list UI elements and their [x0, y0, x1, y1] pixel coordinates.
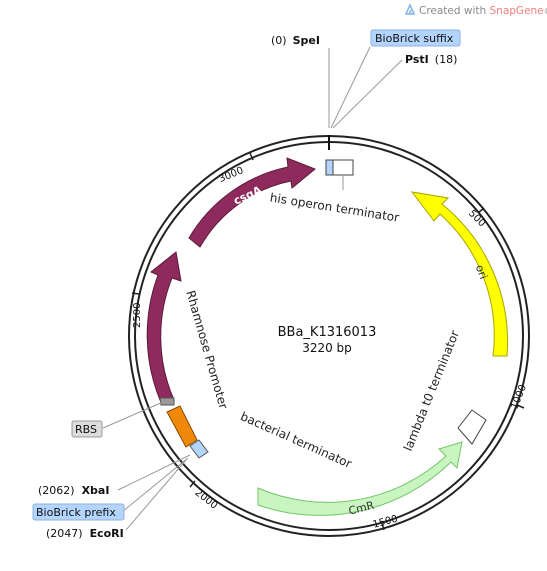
- site-xba-pos: (2062): [38, 484, 75, 497]
- site-eco-name: EcoRI: [90, 527, 124, 540]
- tick-label-2500: 2500: [132, 303, 143, 328]
- feature-label-ori: ori: [473, 263, 490, 281]
- watermark-brand: SnapGene: [490, 5, 544, 17]
- feature-label-CmR: CmR: [347, 499, 376, 518]
- site-pst-pos: (18): [435, 53, 458, 66]
- label-rhamnose-promoter: Rhamnose Promoter: [183, 289, 230, 411]
- rbs-text: RBS: [75, 423, 97, 436]
- biobrick-suffix-tag[interactable]: BioBrick suffix: [370, 29, 461, 47]
- feature-rbs[interactable]: [159, 397, 175, 406]
- biobrick-suffix-text: BioBrick suffix: [375, 32, 454, 45]
- plasmid-length: 3220 bp: [302, 341, 352, 355]
- plasmid-name: BBa_K1316013: [278, 325, 377, 340]
- watermark-prefix: Created with: [419, 5, 490, 17]
- feature-ori[interactable]: [410, 191, 509, 357]
- site-xba-name: XbaI: [82, 484, 110, 497]
- biobrick-prefix-text: BioBrick prefix: [36, 506, 116, 519]
- tick-label-2000: 2000: [193, 487, 220, 511]
- feature-top-white-box[interactable]: [332, 159, 354, 176]
- feature-label-csgB: csgB: [161, 310, 179, 341]
- site-spe-pos: (0): [271, 34, 287, 47]
- site-spe-name: SpeI: [293, 34, 320, 47]
- biobrick-prefix-tag[interactable]: BioBrick prefix: [32, 503, 125, 521]
- feature-CmR[interactable]: [257, 441, 463, 516]
- feature-orange-promoter[interactable]: [166, 405, 198, 448]
- feature-csgA[interactable]: [188, 157, 316, 248]
- snapgene-logo-icon: [404, 3, 416, 15]
- feature-prefix-box[interactable]: [189, 439, 209, 459]
- watermark-suffix: ®: [544, 7, 547, 16]
- label-bacterial-terminator: bacterial terminator: [238, 409, 354, 471]
- site-pst[interactable]: PstI (18): [405, 53, 457, 66]
- label-his-operon-terminator: his operon terminator: [269, 190, 400, 224]
- svg-text:Created with SnapGene®: Created with SnapGene®: [419, 5, 547, 17]
- tick-marks: [131, 152, 525, 531]
- site-pst-name: PstI: [405, 53, 429, 66]
- feature-csgB[interactable]: [146, 251, 182, 401]
- tick-label-500: 500: [466, 208, 487, 229]
- site-eco[interactable]: (2047) EcoRI: [46, 527, 124, 540]
- feature-top-blue-box[interactable]: [325, 159, 334, 176]
- site-leader-lines: [102, 46, 403, 531]
- snapgene-watermark: Created with SnapGene®: [404, 3, 547, 17]
- label-lambda-terminator: lambda t0 terminator: [401, 328, 462, 453]
- tick-label-1000: 1000: [509, 383, 529, 411]
- rbs-tag[interactable]: RBS: [71, 420, 103, 438]
- site-xba[interactable]: (2062) XbaI: [38, 484, 109, 497]
- feature-lambda-terminator-box[interactable]: [457, 409, 487, 445]
- site-spe[interactable]: (0) SpeI: [271, 34, 320, 47]
- site-eco-pos: (2047): [46, 527, 83, 540]
